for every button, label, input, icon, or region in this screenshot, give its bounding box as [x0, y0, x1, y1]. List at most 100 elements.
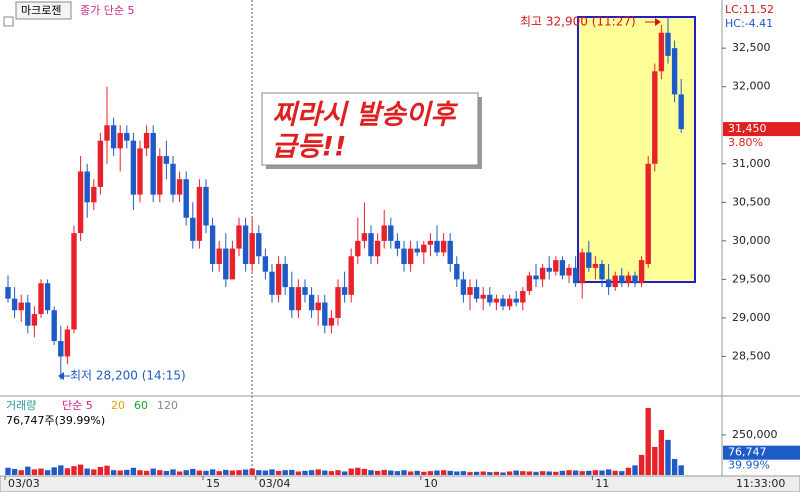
volume-bar — [269, 469, 275, 475]
candle-body — [388, 225, 394, 241]
candle-body — [645, 163, 651, 264]
hc: HC:-4.41 — [725, 17, 773, 30]
y-tick-label: 30,500 — [732, 195, 771, 208]
time-label: 11:33:00 — [736, 477, 785, 490]
candle-body — [678, 94, 684, 130]
candle-body — [572, 267, 579, 284]
candle-body — [520, 290, 526, 303]
volume-bar — [322, 470, 328, 475]
candle-body — [308, 294, 315, 311]
x-tick-label: 03/03 — [8, 477, 40, 490]
volume-bar — [401, 470, 407, 475]
volume-bar — [619, 471, 625, 475]
volume-bar — [137, 470, 143, 475]
candle-body — [526, 275, 533, 291]
volume-bar — [190, 468, 196, 475]
volume-bar — [678, 465, 684, 475]
volume-bar — [110, 470, 117, 475]
volume-bar — [348, 468, 354, 475]
candle-body — [401, 248, 407, 264]
volume-bar — [77, 464, 84, 475]
candle-body — [190, 217, 196, 241]
candle-body — [500, 298, 506, 307]
volume-bar — [658, 429, 665, 475]
current-price-box — [723, 122, 800, 137]
volume-ma: 단순 5 — [62, 399, 93, 412]
candle-body — [282, 263, 288, 288]
x-tick-label: 11 — [595, 477, 609, 490]
y-tick-label: 32,500 — [732, 41, 771, 54]
volume-bar — [223, 469, 229, 475]
volume-bar — [71, 466, 77, 475]
candle-body — [11, 298, 18, 311]
candle-body — [77, 171, 84, 234]
volume-ma60: 60 — [134, 399, 148, 412]
candle-body — [447, 240, 453, 264]
volume-bar — [421, 471, 427, 475]
candle-body — [566, 267, 572, 276]
volume-bar — [203, 470, 209, 475]
candle-body — [196, 186, 203, 241]
volume-bar — [183, 470, 189, 475]
current-ratio: 39.99% — [728, 459, 770, 472]
candle-body — [249, 233, 255, 264]
volume-bar — [652, 446, 658, 475]
volume-bar — [394, 471, 401, 475]
volume-bar — [414, 470, 420, 475]
candle-body — [533, 275, 539, 280]
volume-bar — [625, 467, 632, 475]
volume-bar — [5, 467, 11, 475]
volume-bar — [282, 470, 288, 475]
x-tick-label: 10 — [424, 477, 438, 490]
volume-bar — [163, 470, 170, 475]
current-volume: 76,747 — [728, 446, 767, 459]
candle-body — [559, 260, 566, 276]
candle-body — [242, 225, 249, 264]
y-tick-label: 29,500 — [732, 272, 771, 285]
candle-body — [236, 225, 242, 249]
volume-bar — [592, 470, 599, 475]
volume-bar — [473, 471, 480, 475]
icon — [3, 16, 14, 27]
volume-bar — [572, 470, 579, 475]
candle-body — [427, 240, 434, 245]
volume-bar — [645, 407, 651, 475]
current-volume-box — [723, 445, 800, 460]
volume-bar — [64, 468, 71, 475]
volume-ma120: 120 — [157, 399, 178, 412]
candle-body — [658, 32, 665, 72]
candle-body — [137, 148, 143, 195]
candle-body — [671, 48, 678, 95]
x-tick-label: 15 — [206, 477, 220, 490]
candle-body — [31, 314, 38, 326]
volume-bar — [275, 470, 282, 475]
candle-body — [262, 256, 269, 272]
candle-body — [460, 279, 467, 295]
volume-bar — [229, 470, 236, 475]
volume-bar — [388, 470, 394, 475]
volume-bar — [559, 470, 566, 475]
candle-body — [348, 256, 354, 295]
candle-body — [335, 287, 341, 318]
candle-body — [302, 287, 308, 295]
volume-bar — [500, 472, 506, 475]
candle-body — [421, 244, 427, 253]
volume-bar — [216, 471, 222, 475]
candle-body — [176, 179, 183, 195]
volume-current: 76,747주(39.99%) — [6, 414, 105, 427]
volume-bar — [51, 467, 57, 475]
candle-body — [619, 275, 625, 284]
volume-bar — [546, 471, 552, 475]
candle-body — [256, 233, 262, 257]
volume-bar — [38, 468, 44, 475]
candle-body — [209, 225, 216, 264]
volume-bar — [335, 470, 341, 475]
candle-body — [473, 287, 480, 299]
candle-body — [665, 32, 671, 56]
volume-bar — [143, 470, 150, 475]
candle-body — [44, 283, 51, 311]
volume-bar — [289, 469, 295, 475]
volume-bar — [104, 465, 110, 475]
candle-body — [467, 287, 473, 295]
callout-line: 찌라시 발송이후 — [272, 100, 458, 131]
